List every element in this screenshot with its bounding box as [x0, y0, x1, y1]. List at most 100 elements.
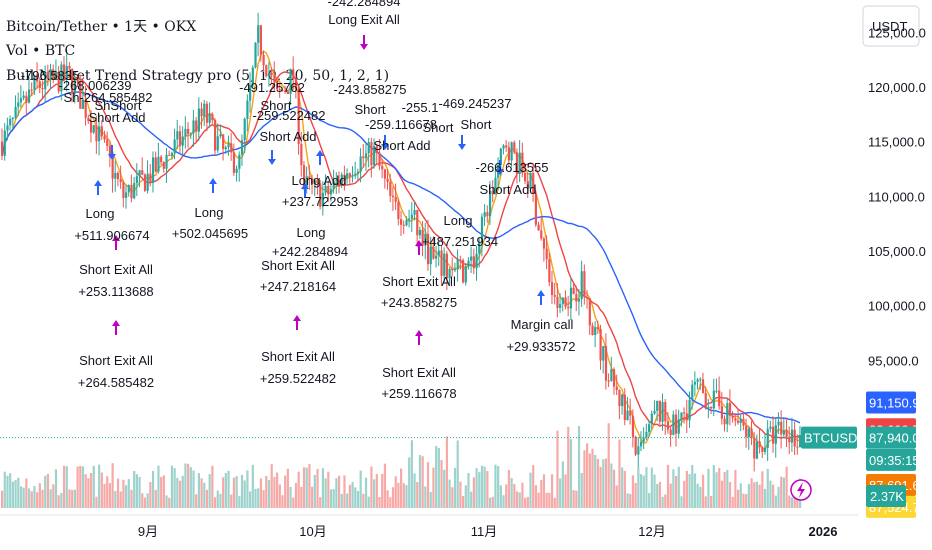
- candle-body: [591, 325, 594, 335]
- candle-body: [480, 216, 484, 243]
- trade-annotation: -255.1: [402, 100, 439, 115]
- volume-bar: [761, 471, 764, 508]
- candle-body: [661, 402, 664, 422]
- legend-volume[interactable]: Vol • BTC: [6, 43, 76, 59]
- candle-body: [739, 418, 742, 423]
- trade-annotation: Short: [460, 117, 491, 132]
- candle-body: [594, 327, 597, 335]
- volume-bar: [36, 492, 39, 508]
- volume-bar: [553, 497, 556, 508]
- candle-body: [154, 157, 157, 172]
- candle-body: [575, 293, 578, 302]
- volume-bar: [181, 475, 184, 508]
- candle-body: [87, 117, 90, 121]
- candle-body: [464, 266, 467, 283]
- candle-body: [408, 218, 411, 221]
- candle-body: [149, 173, 152, 183]
- volume-bar: [653, 474, 656, 508]
- candle-body: [777, 421, 780, 426]
- candle-body: [289, 69, 292, 95]
- candle-body: [125, 192, 128, 198]
- buy-signal-arrow: [316, 150, 324, 165]
- volume-bar: [478, 472, 481, 508]
- candle-body: [273, 75, 276, 82]
- candle-body: [790, 429, 794, 443]
- candle-body: [553, 295, 556, 297]
- candle-body: [478, 242, 481, 254]
- volume-bar: [753, 482, 756, 508]
- candle-body: [367, 142, 370, 154]
- candle-body: [157, 156, 160, 172]
- candle-body: [230, 143, 233, 153]
- candle-body: [243, 118, 246, 141]
- candle-body: [65, 65, 68, 79]
- candle-body: [666, 421, 670, 430]
- volume-bar: [192, 470, 195, 508]
- volume-bar: [216, 490, 219, 508]
- candle-body: [674, 414, 678, 434]
- candle-body: [292, 69, 295, 79]
- price-tick-label: 100,000.0: [868, 299, 926, 314]
- candle-body: [626, 410, 629, 421]
- trade-annotation: -469.245237: [438, 96, 511, 111]
- candle-body: [567, 306, 570, 309]
- trade-annotation: +502.045695: [172, 226, 248, 241]
- candle-body: [456, 259, 459, 270]
- volume-bar: [383, 463, 387, 508]
- volume-bar: [168, 497, 171, 508]
- candle-body: [335, 179, 338, 181]
- candle-body: [160, 156, 163, 163]
- trade-annotation: +247.218164: [260, 279, 336, 294]
- candle-body: [114, 172, 117, 179]
- volume-bar: [106, 476, 109, 508]
- candle-body: [122, 182, 125, 198]
- candle-body: [68, 65, 71, 69]
- candle-body: [165, 154, 168, 169]
- volume-bars: [1, 423, 802, 508]
- candle-body: [143, 174, 147, 191]
- candle-body: [693, 381, 697, 385]
- price-tag: [866, 448, 916, 471]
- candle-body: [187, 128, 190, 135]
- trade-annotation: Short Exit All: [382, 274, 456, 289]
- volume-bar: [203, 482, 206, 508]
- volume-bar: [367, 496, 370, 508]
- legend-symbol[interactable]: Bitcoin/Tether • 1天 • OKX: [6, 19, 197, 35]
- volume-bar: [785, 466, 788, 508]
- trade-annotation: Short: [422, 120, 453, 135]
- volume-bar: [674, 475, 678, 508]
- volume-bar: [451, 487, 454, 508]
- volume-bar: [518, 492, 521, 508]
- candle-body: [14, 106, 17, 118]
- candle-body: [650, 413, 653, 425]
- volume-bar: [71, 489, 74, 508]
- trade-annotation: ShShort: [95, 98, 142, 113]
- volume-bar: [505, 484, 508, 508]
- volume-bar: [559, 478, 562, 508]
- candle-body: [534, 193, 537, 225]
- candle-body: [151, 157, 155, 183]
- volume-bar: [728, 482, 732, 508]
- candle-body: [559, 304, 562, 308]
- candle-body: [515, 152, 519, 175]
- candle-body: [181, 136, 184, 146]
- trade-annotation: -796.5835: [21, 68, 80, 83]
- candle-body: [400, 219, 403, 225]
- volume-bar: [426, 462, 430, 508]
- volume-bar: [769, 480, 772, 508]
- candle-body: [499, 148, 502, 166]
- currency-label: USDT: [872, 19, 907, 34]
- volume-bar: [470, 491, 473, 508]
- candle-body: [251, 67, 254, 86]
- volume-bar: [623, 470, 626, 508]
- sell-signal-arrow: [458, 135, 466, 150]
- trade-annotation: -259.522482: [252, 108, 325, 123]
- candle-body: [518, 152, 521, 175]
- candle-body: [742, 418, 745, 426]
- volume-bar: [672, 469, 675, 508]
- volume-bar: [421, 456, 424, 508]
- volume-bar: [731, 496, 734, 508]
- buy-signal-arrow: [112, 320, 120, 335]
- candle-body: [637, 446, 640, 455]
